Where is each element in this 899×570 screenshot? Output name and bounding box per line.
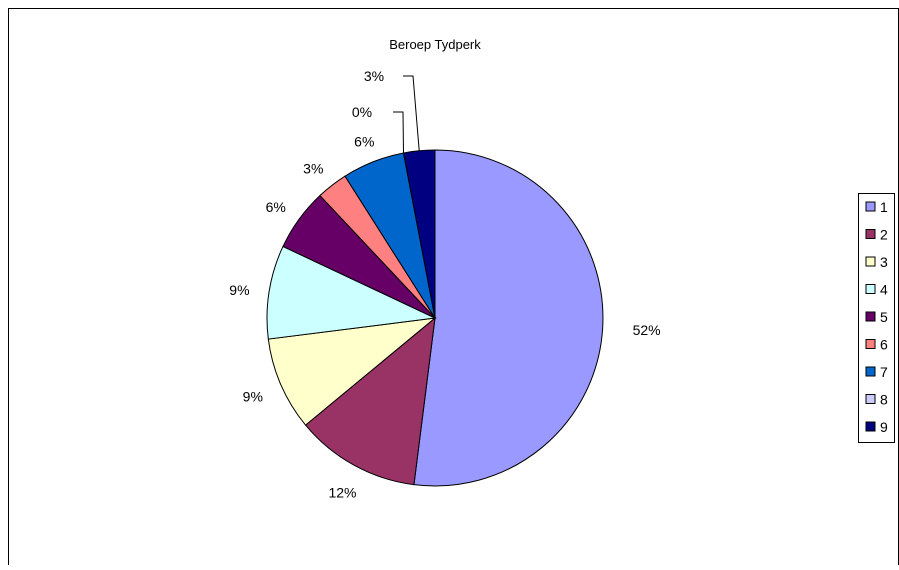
data-label-2: 12% (328, 484, 356, 500)
legend-swatch-1 (865, 201, 876, 212)
data-label-4: 9% (229, 282, 249, 298)
data-label-6: 3% (303, 160, 323, 176)
pie-slices (266, 149, 604, 487)
leader-lines (393, 75, 420, 154)
data-label-3: 9% (243, 388, 263, 404)
legend-label-1: 1 (880, 199, 888, 215)
data-label-7: 6% (354, 134, 374, 150)
pie-slice-2 (304, 316, 436, 486)
pie-slice-1 (413, 149, 604, 487)
legend-label-8: 8 (880, 392, 888, 408)
legend-label-6: 6 (880, 337, 888, 353)
legend-label-2: 2 (880, 227, 888, 243)
legend-label-5: 5 (880, 309, 888, 325)
legend-box (858, 193, 895, 443)
legend-label-7: 7 (880, 364, 888, 380)
pie-slice-4 (266, 245, 437, 340)
leader-line-9 (403, 75, 420, 151)
legend-swatch-5 (865, 311, 876, 322)
legend-swatch-2 (865, 229, 876, 239)
data-labels: 52% 12% 9% 9% 6% 3% 6% 0% 3% (229, 68, 660, 500)
data-label-5: 6% (266, 199, 286, 215)
legend-swatch-7 (865, 366, 876, 377)
legend-label-3: 3 (880, 254, 888, 270)
legend-swatch-6 (865, 339, 876, 349)
legend-swatch-8 (865, 394, 876, 404)
data-label-8: 0% (352, 104, 372, 120)
legend-swatch-9 (865, 421, 876, 432)
legend: 1 2 3 4 5 6 7 8 9 (858, 193, 895, 443)
legend-label-9: 9 (880, 419, 888, 435)
pie-slice-3 (267, 317, 437, 426)
chart-title: Beroep Tydperk (389, 37, 481, 52)
leader-line-8 (393, 111, 404, 154)
legend-label-4: 4 (880, 282, 888, 298)
legend-swatch-3 (865, 256, 876, 267)
data-label-9: 3% (364, 68, 384, 84)
legend-swatch-4 (865, 284, 876, 294)
data-label-1: 52% (633, 322, 661, 338)
